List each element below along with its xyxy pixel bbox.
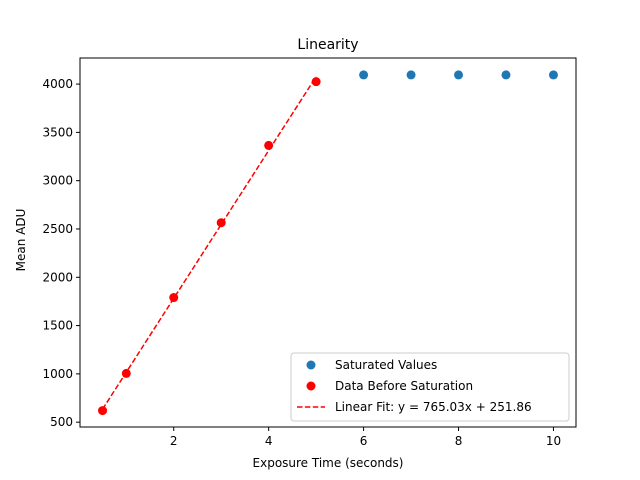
axes-frame <box>79 57 577 428</box>
data-marks <box>98 70 558 416</box>
pre-saturation-point <box>98 406 108 416</box>
x-axis-label: Exposure Time (seconds) <box>253 456 404 470</box>
y-tick-label: 2000 <box>42 270 73 284</box>
x-tick-label: 2 <box>170 434 178 448</box>
y-tick-label: 3500 <box>42 125 73 139</box>
y-axis-label: Mean ADU <box>14 209 28 272</box>
pre-saturation-point <box>311 77 321 87</box>
pre-saturation-point <box>264 140 274 150</box>
saturated-point <box>359 70 369 80</box>
y-tick-label: 4000 <box>42 77 73 91</box>
x-axis-ticks: 2 4 6 8 10 <box>170 427 561 448</box>
pre-saturation-point <box>169 293 179 303</box>
legend-entry-label: Saturated Values <box>335 358 437 372</box>
y-tick-label: 2500 <box>42 222 73 236</box>
x-tick-label: 10 <box>546 434 561 448</box>
legend: Saturated Values Data Before Saturation Li… <box>290 352 570 422</box>
saturated-point <box>406 70 416 80</box>
chart-title: Linearity <box>297 37 358 53</box>
saturated-point <box>501 70 511 80</box>
legend-box <box>290 352 570 422</box>
legend-marker <box>306 381 316 391</box>
linear-fit-line <box>101 76 317 410</box>
y-tick-label: 1500 <box>42 319 73 333</box>
x-tick-label: 6 <box>360 434 368 448</box>
y-tick-label: 1000 <box>42 367 73 381</box>
pre-saturation-point <box>216 218 226 228</box>
y-tick-label: 3000 <box>42 174 73 188</box>
y-tick-label: 500 <box>50 415 73 429</box>
y-axis-ticks: 500 1000 1500 2000 2500 3000 3500 4000 <box>42 77 80 429</box>
saturated-point <box>454 70 464 80</box>
legend-marker <box>306 360 316 370</box>
pre-saturation-point <box>121 368 131 378</box>
legend-entry-label: Data Before Saturation <box>335 379 473 393</box>
saturated-point <box>548 70 558 80</box>
x-tick-label: 8 <box>455 434 463 448</box>
plot-area <box>79 57 577 428</box>
legend-entry-label: Linear Fit: y = 765.03x + 251.86 <box>335 400 532 414</box>
x-tick-label: 4 <box>265 434 273 448</box>
